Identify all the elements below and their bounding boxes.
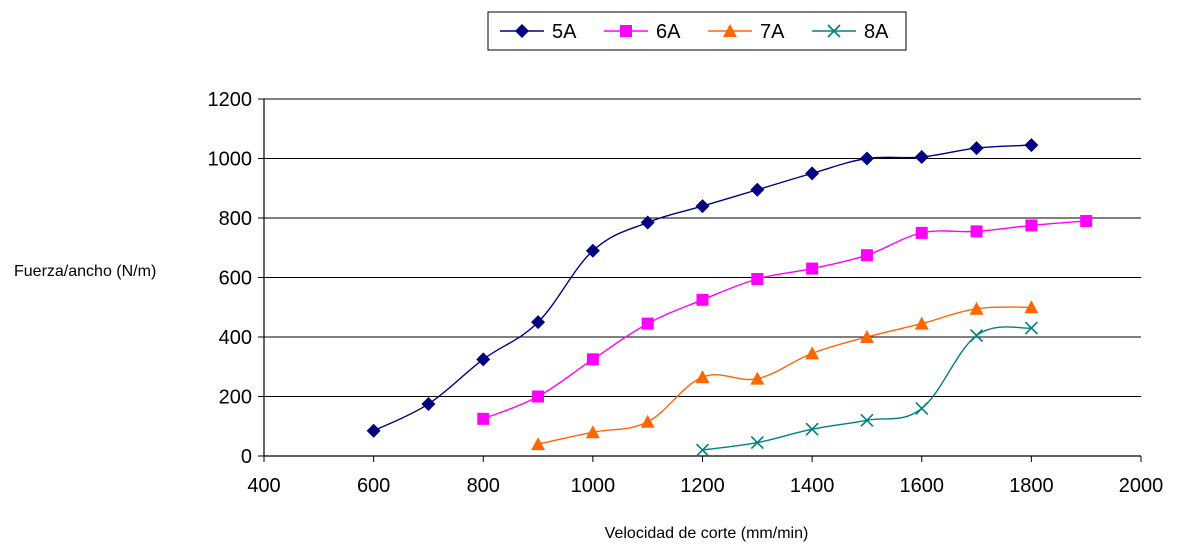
data-point-6A-1200	[696, 293, 709, 306]
data-point-5A-1800	[1024, 138, 1039, 153]
y-tick-label-4: 800	[219, 208, 252, 230]
data-point-5A-1100	[640, 215, 655, 230]
y-tick-label-6: 1200	[208, 89, 253, 111]
data-point-6A-1400	[806, 262, 819, 275]
legend-marker-8A	[827, 24, 841, 38]
series-6A	[477, 214, 1093, 425]
data-point-5A-1500	[859, 151, 874, 166]
data-point-5A-1400	[805, 166, 820, 181]
y-axis-label: Fuerza/ancho (N/m)	[14, 263, 156, 280]
data-point-6A-1100	[641, 317, 654, 330]
legend-marker-7A	[723, 24, 737, 37]
data-point-7A-1600	[914, 316, 929, 330]
data-point-8A-1400	[805, 422, 819, 436]
data-point-6A-1800	[1025, 219, 1038, 232]
legend-marker-6A	[620, 25, 632, 37]
legend: 5A 6A 7A 8A	[487, 11, 907, 51]
data-point-5A-700	[421, 396, 436, 411]
data-point-7A-1700	[969, 301, 984, 315]
x-tick-label-0: 400	[247, 475, 280, 497]
data-point-7A-1100	[640, 414, 655, 428]
legend-label-7A: 7A	[760, 21, 785, 43]
data-point-5A-1600	[914, 150, 929, 165]
legend-label-5A: 5A	[552, 21, 577, 43]
x-tick-label-4: 1200	[680, 475, 725, 497]
data-point-6A-900	[532, 390, 545, 403]
data-point-5A-900	[531, 315, 546, 330]
data-point-7A-1200	[695, 370, 710, 384]
data-point-6A-1500	[860, 249, 873, 262]
data-point-8A-1600	[915, 401, 929, 415]
data-point-7A-1300	[750, 371, 765, 385]
series-line-5A	[373, 144, 1032, 432]
y-tick-label-2: 400	[219, 327, 252, 349]
y-tick-label-5: 1000	[208, 149, 253, 171]
data-point-5A-1300	[750, 182, 765, 197]
series-5A	[366, 138, 1039, 438]
x-tick-label-6: 1600	[900, 475, 945, 497]
data-point-7A-1400	[805, 346, 820, 360]
x-tick-label-8: 2000	[1119, 475, 1164, 497]
series-line-7A	[537, 306, 1032, 445]
data-point-7A-1000	[585, 425, 600, 439]
legend-item-7A: 7A	[708, 21, 785, 43]
data-point-7A-1500	[859, 330, 874, 343]
series-7A	[531, 300, 1039, 451]
data-point-5A-1700	[969, 141, 984, 156]
tick-labels: 0 200 400 600 800 1000 1200 400 600 800 1000 1200 14…	[208, 89, 1164, 497]
legend-item-6A: 6A	[604, 21, 681, 43]
x-tick-label-5: 1400	[790, 475, 835, 497]
data-point-6A-1600	[915, 226, 928, 239]
axes	[258, 98, 1142, 462]
x-tick-label-7: 1800	[1009, 475, 1054, 497]
x-tick-label-3: 1000	[571, 475, 616, 497]
y-tick-label-3: 600	[219, 268, 252, 290]
data-point-5A-800	[476, 352, 491, 367]
legend-marker-5A	[515, 24, 529, 38]
data-point-6A-800	[477, 412, 490, 425]
legend-item-5A: 5A	[500, 21, 577, 43]
gridlines	[264, 98, 1141, 397]
data-point-7A-1800	[1024, 300, 1039, 314]
x-tick-label-2: 800	[467, 475, 500, 497]
x-tick-label-1: 600	[357, 475, 390, 497]
data-point-8A-1700	[969, 328, 984, 343]
data-point-8A-1800	[1024, 321, 1038, 335]
data-point-6A-1900	[1080, 214, 1093, 227]
data-point-8A-1300	[750, 436, 764, 450]
data-point-6A-1700	[970, 225, 983, 238]
x-axis-label: Velocidad de corte (mm/min)	[605, 525, 809, 542]
data-point-8A-1500	[860, 413, 874, 427]
data-point-6A-1300	[751, 272, 764, 285]
legend-label-6A: 6A	[656, 21, 681, 43]
data-point-7A-900	[531, 437, 546, 451]
legend-item-8A: 8A	[812, 21, 889, 43]
data-point-5A-1200	[695, 199, 710, 214]
data-point-5A-600	[366, 423, 381, 438]
data-point-5A-1000	[585, 243, 600, 258]
y-tick-label-1: 200	[219, 387, 252, 409]
data-point-6A-1000	[586, 353, 599, 366]
y-tick-label-0: 0	[241, 446, 252, 468]
series-8A	[695, 321, 1038, 457]
series-group	[366, 138, 1093, 457]
legend-label-8A: 8A	[864, 21, 889, 43]
series-line-6A	[482, 220, 1087, 420]
data-point-8A-1200	[695, 443, 710, 457]
series-line-8A	[702, 326, 1032, 451]
